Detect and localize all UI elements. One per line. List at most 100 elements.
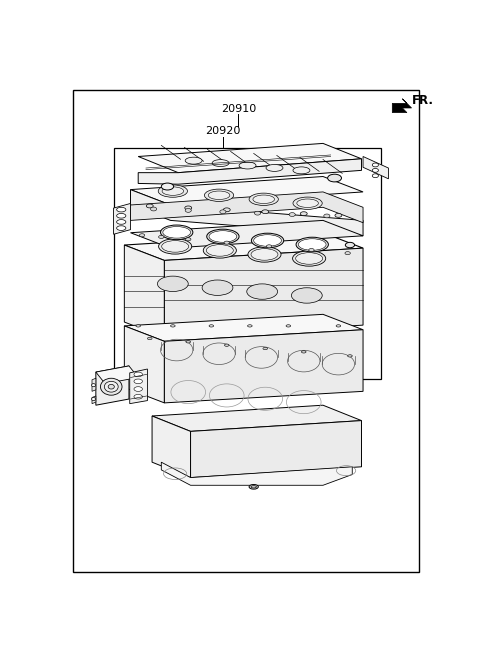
Ellipse shape [345,252,350,255]
Ellipse shape [289,213,295,216]
Ellipse shape [335,213,342,217]
Ellipse shape [252,233,284,248]
Ellipse shape [146,204,153,208]
Ellipse shape [300,212,307,216]
Text: 20910: 20910 [221,104,256,114]
Ellipse shape [185,209,192,213]
Polygon shape [124,233,363,260]
Ellipse shape [248,247,281,262]
Ellipse shape [136,325,141,327]
Ellipse shape [299,239,326,251]
Ellipse shape [249,485,258,489]
Ellipse shape [134,394,143,399]
Ellipse shape [186,237,191,241]
Ellipse shape [117,213,126,218]
Ellipse shape [139,234,145,237]
Ellipse shape [372,174,378,178]
Polygon shape [96,366,129,405]
Ellipse shape [223,208,230,212]
Polygon shape [114,203,131,234]
Ellipse shape [161,183,174,190]
Polygon shape [392,99,411,113]
Ellipse shape [212,159,229,167]
Ellipse shape [158,239,192,254]
Ellipse shape [324,214,330,218]
Ellipse shape [247,284,277,299]
Ellipse shape [239,162,256,169]
Ellipse shape [291,288,322,303]
Polygon shape [363,157,388,179]
Ellipse shape [207,229,239,244]
Polygon shape [124,314,363,341]
Ellipse shape [162,241,189,252]
Ellipse shape [158,236,164,239]
Ellipse shape [204,189,234,201]
Ellipse shape [296,253,323,264]
Polygon shape [73,91,419,572]
Ellipse shape [249,193,278,205]
Ellipse shape [117,207,126,212]
Ellipse shape [266,245,272,248]
Ellipse shape [108,384,114,389]
Ellipse shape [372,169,378,173]
Polygon shape [152,416,191,478]
Ellipse shape [117,220,126,224]
Ellipse shape [186,340,191,343]
Ellipse shape [104,381,118,392]
Ellipse shape [92,384,96,387]
Ellipse shape [293,251,326,266]
Ellipse shape [206,245,233,256]
Polygon shape [164,248,363,337]
Polygon shape [114,148,381,379]
Ellipse shape [225,344,229,346]
Ellipse shape [286,325,291,327]
Ellipse shape [157,276,188,291]
Ellipse shape [185,157,202,164]
Ellipse shape [309,249,314,251]
Ellipse shape [220,210,226,214]
Ellipse shape [185,206,192,210]
Ellipse shape [345,242,355,248]
Ellipse shape [262,210,269,214]
Ellipse shape [134,372,143,377]
Polygon shape [131,190,363,236]
Ellipse shape [209,231,237,242]
Ellipse shape [134,387,143,392]
Text: FR.: FR. [411,94,433,107]
Ellipse shape [158,185,188,197]
Ellipse shape [251,485,256,488]
Polygon shape [138,144,361,173]
Ellipse shape [263,348,267,350]
Ellipse shape [151,207,156,211]
Ellipse shape [208,191,230,199]
Polygon shape [124,245,164,337]
Ellipse shape [170,325,175,327]
Ellipse shape [147,337,152,340]
Ellipse shape [248,325,252,327]
Ellipse shape [162,187,184,195]
Ellipse shape [254,235,281,246]
Ellipse shape [336,325,341,327]
Ellipse shape [92,398,96,401]
Polygon shape [92,379,96,392]
Polygon shape [164,330,363,403]
Polygon shape [138,159,361,184]
Polygon shape [161,462,352,485]
Ellipse shape [117,226,126,230]
Polygon shape [152,405,361,432]
Ellipse shape [160,225,193,239]
Ellipse shape [203,243,236,258]
Ellipse shape [163,226,191,238]
Ellipse shape [134,379,143,384]
Ellipse shape [296,237,328,252]
Ellipse shape [251,249,278,260]
Text: 20920: 20920 [205,126,240,136]
Polygon shape [130,369,147,403]
Ellipse shape [348,355,352,357]
Ellipse shape [224,241,229,244]
Ellipse shape [266,165,283,171]
Ellipse shape [202,280,233,295]
Ellipse shape [328,174,341,182]
Polygon shape [124,326,164,403]
Polygon shape [131,220,363,248]
